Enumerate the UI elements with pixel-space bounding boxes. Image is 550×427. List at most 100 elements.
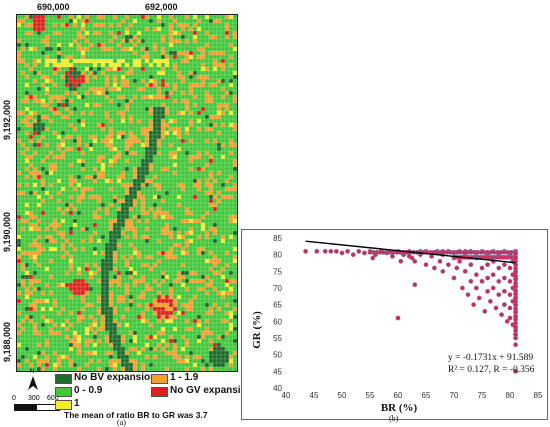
map-cell <box>64 254 70 260</box>
map-cell <box>92 234 98 240</box>
map-cell <box>72 70 78 76</box>
map-cell <box>72 270 78 276</box>
map-cell <box>224 30 230 36</box>
map-cell <box>72 138 78 144</box>
map-cell <box>148 102 154 108</box>
map-cell <box>220 282 226 288</box>
map-cell <box>224 78 230 84</box>
map-cell <box>84 282 90 288</box>
map-cell <box>120 294 126 300</box>
map-cell <box>180 102 186 108</box>
map-cell <box>76 154 82 160</box>
map-cell <box>132 282 138 288</box>
map-cell <box>100 354 106 360</box>
map-cell <box>28 282 34 288</box>
map-cell <box>220 22 226 28</box>
map-cell <box>192 234 198 240</box>
map-cell <box>204 98 210 104</box>
map-cell <box>156 294 162 300</box>
map-cell <box>36 250 42 256</box>
map-cell <box>148 198 154 204</box>
map-cell <box>220 86 226 92</box>
map-cell <box>104 58 110 64</box>
map-cell <box>184 38 190 44</box>
map-cell <box>48 250 54 256</box>
map-cell <box>96 90 102 96</box>
data-point <box>473 272 479 278</box>
map-cell <box>80 90 86 96</box>
map-cell <box>132 54 138 60</box>
map-cell <box>204 42 210 48</box>
map-cell <box>112 322 118 328</box>
map-cell <box>172 170 178 176</box>
map-cell <box>116 218 122 224</box>
map-cell <box>36 282 42 288</box>
map-cell <box>72 15 78 20</box>
map-cell <box>192 54 198 60</box>
map-cell <box>196 98 202 104</box>
map-cell <box>136 74 142 80</box>
map-cell <box>180 82 186 88</box>
map-cell <box>144 298 150 304</box>
map-cell <box>148 258 154 264</box>
x-coord-690000: 690,000 <box>37 2 70 12</box>
map-cell <box>40 110 46 116</box>
map-cell <box>124 230 130 236</box>
map-cell <box>100 310 106 316</box>
map-cell <box>52 90 58 96</box>
map-cell <box>212 342 218 348</box>
map-cell <box>48 58 54 64</box>
map-cell <box>168 158 174 164</box>
map-cell <box>104 94 110 100</box>
map-cell <box>68 70 74 76</box>
map-cell <box>17 362 22 368</box>
map-cell <box>176 326 182 332</box>
map-cell <box>116 58 122 64</box>
map-cell <box>148 322 154 328</box>
map-cell <box>64 26 70 32</box>
map-cell <box>92 218 98 224</box>
map-cell <box>204 338 210 344</box>
map-cell <box>68 354 74 360</box>
map-cell <box>172 150 178 156</box>
map-cell <box>28 266 34 272</box>
map-cell <box>204 174 210 180</box>
map-cell <box>188 214 194 220</box>
map-cell <box>168 146 174 152</box>
map-cell <box>176 298 182 304</box>
map-cell <box>68 330 74 336</box>
map-cell <box>208 42 214 48</box>
map-cell <box>144 366 150 371</box>
map-cell <box>40 42 46 48</box>
map-cell <box>52 78 58 84</box>
map-cell <box>92 202 98 208</box>
map-cell <box>116 334 122 340</box>
map-cell <box>156 194 162 200</box>
map-cell <box>228 318 234 324</box>
map-cell <box>88 210 94 216</box>
map-cell <box>116 202 122 208</box>
map-cell <box>24 266 30 272</box>
map-cell <box>176 174 182 180</box>
map-cell <box>24 210 30 216</box>
map-cell <box>172 90 178 96</box>
map-cell <box>176 350 182 356</box>
map-cell <box>172 126 178 132</box>
map-cell <box>120 230 126 236</box>
map-cell <box>208 30 214 36</box>
map-cell <box>200 90 206 96</box>
map-cell <box>17 26 22 32</box>
map-cell <box>200 38 206 44</box>
map-cell <box>124 166 130 172</box>
map-cell <box>144 274 150 280</box>
map-cell <box>17 230 22 236</box>
map-cell <box>144 38 150 44</box>
map-cell <box>136 242 142 248</box>
map-cell <box>148 350 154 356</box>
map-cell <box>36 118 42 124</box>
map-cell <box>148 354 154 360</box>
map-cell <box>232 226 237 232</box>
map-cell <box>124 222 130 228</box>
land-cover-map[interactable] <box>16 14 238 372</box>
map-cell <box>52 42 58 48</box>
